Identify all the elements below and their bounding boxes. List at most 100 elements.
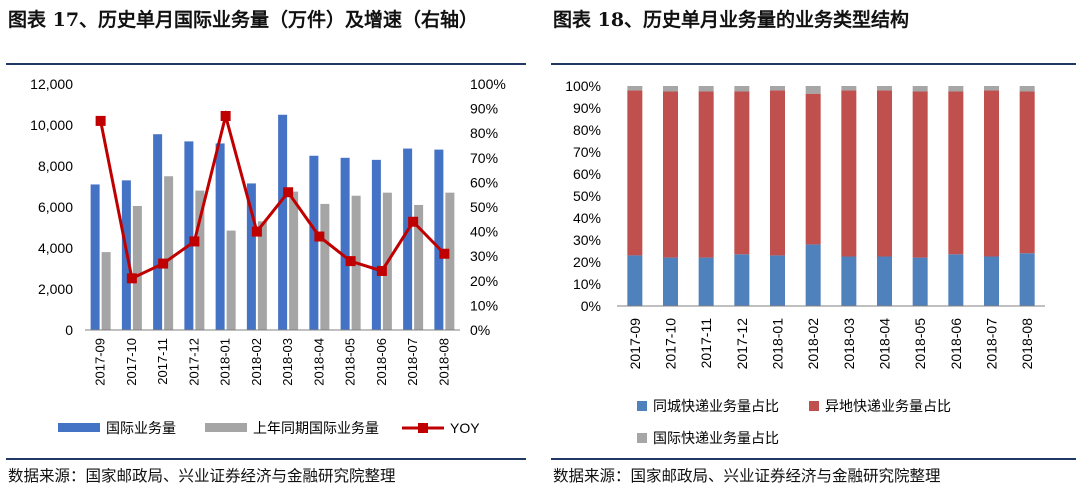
x-tick-label: 2018-04	[877, 318, 893, 370]
bar-same-city-share	[912, 257, 928, 306]
bar-international-share	[770, 86, 785, 91]
y-tick-label: 8,000	[38, 158, 73, 174]
bar-same-city-share	[734, 254, 750, 306]
yoy-line	[99, 110, 446, 281]
bar-prior-year-volume	[289, 191, 299, 330]
bar-prior-year-volume	[195, 190, 205, 330]
bar-prior-year-volume	[164, 176, 174, 330]
left-source-note: 数据来源：国家邮政局、兴业证券经济与金融研究院整理	[8, 467, 396, 485]
bar-same-city-share	[627, 255, 643, 306]
bar-international-share	[841, 86, 857, 91]
bar-international-volume	[278, 114, 288, 330]
bar-intercity-share	[805, 93, 821, 245]
x-tick-label: 2017-09	[627, 318, 643, 370]
bar-international-share	[805, 86, 821, 94]
x-tick-label: 2018-07	[984, 318, 1000, 370]
bar-international-share	[698, 86, 714, 92]
x-tick-label: 2017-12	[734, 318, 750, 370]
bar-same-city-share	[984, 256, 999, 306]
bar-international-volume	[340, 157, 350, 330]
bar-international-volume	[184, 141, 194, 330]
bar-international-volume	[371, 159, 381, 330]
bar-intercity-share	[877, 90, 892, 257]
y-tick-label: 60%	[573, 166, 601, 182]
bar-international-share	[1019, 86, 1035, 92]
bar-international-volume	[309, 155, 319, 330]
x-tick-label: 2018-06	[374, 338, 389, 386]
bar-prior-year-volume	[101, 252, 111, 330]
bar-same-city-share	[877, 256, 892, 306]
x-tick-label: 2017-10	[663, 318, 679, 370]
yoy-point	[95, 115, 106, 126]
x-tick-label: 2017-11	[698, 318, 714, 369]
bar-prior-year-volume	[226, 230, 236, 330]
bar-international-volume	[90, 184, 100, 330]
bar-prior-year-volume	[132, 205, 142, 330]
legend-label-intercity-share: 异地快递业务量占比	[825, 398, 951, 414]
legend-label-yoy: YOY	[450, 420, 480, 436]
legend-marker-yoy	[418, 423, 428, 433]
y-tick-label: 2,000	[38, 281, 73, 297]
bar-intercity-share	[698, 91, 714, 258]
bar-same-city-share	[841, 256, 857, 306]
y2-tick-label: 90%	[470, 101, 498, 117]
y-tick-label: 50%	[573, 188, 601, 204]
bar-intercity-share	[948, 91, 964, 255]
bar-intercity-share	[663, 91, 678, 258]
y2-tick-label: 20%	[470, 273, 498, 289]
x-tick-label: 2017-11	[155, 338, 170, 385]
y-tick-label: 0%	[581, 298, 601, 314]
legend-label-same-city-share: 同城快递业务量占比	[653, 398, 779, 414]
yoy-point	[126, 273, 137, 284]
y-tick-label: 90%	[573, 100, 601, 116]
y-tick-label: 6,000	[38, 199, 73, 215]
x-tick-label: 2017-09	[93, 338, 108, 386]
y-tick-label: 100%	[565, 78, 601, 94]
x-tick-label: 2018-03	[280, 338, 295, 386]
x-tick-label: 2018-05	[912, 318, 928, 370]
y-tick-label: 10,000	[30, 117, 73, 133]
yoy-point	[189, 236, 200, 247]
y-tick-label: 30%	[573, 232, 601, 248]
bar-international-share	[984, 86, 999, 91]
y-tick-label: 0	[65, 322, 73, 338]
x-tick-label: 2018-03	[841, 318, 857, 370]
left-chart: 0 2,000 4,000 6,000 8,000 10,000 12,000 0% 10% 20…	[30, 76, 506, 436]
bar-international-share	[627, 86, 643, 91]
legend-swatch-same-city-share	[637, 401, 647, 411]
bar-international-share	[663, 86, 678, 92]
y2-tick-label: 40%	[470, 224, 498, 240]
y-tick-label: 4,000	[38, 240, 73, 256]
x-tick-label: 2018-02	[805, 318, 821, 370]
x-tick-label: 2018-01	[218, 338, 233, 386]
x-tick-label: 2018-08	[436, 338, 451, 386]
x-tick-label: 2018-02	[249, 338, 264, 386]
bar-international-share	[912, 86, 928, 92]
x-tick-label: 2018-04	[311, 338, 326, 386]
legend-swatch-international-volume	[58, 423, 100, 432]
y-tick-label: 20%	[573, 254, 601, 270]
bar-same-city-share	[663, 257, 678, 306]
x-tick-label: 2018-08	[1019, 318, 1035, 370]
bar-international-volume	[153, 134, 163, 330]
yoy-point	[158, 258, 169, 269]
right-source-note: 数据来源：国家邮政局、兴业证券经济与金融研究院整理	[553, 467, 941, 485]
y-tick-label: 80%	[573, 122, 601, 138]
x-tick-label: 2018-06	[948, 318, 964, 370]
y2-tick-label: 0%	[470, 322, 490, 338]
x-tick-label: 2017-10	[124, 338, 139, 386]
left-chart-title: 图表 17、历史单月国际业务量（万件）及增速（右轴）	[8, 9, 479, 31]
legend-label-prior-year-volume: 上年同期国际业务量	[253, 420, 379, 436]
legend-swatch-intercity-share	[809, 401, 819, 411]
y2-tick-label: 30%	[470, 248, 498, 264]
x-tick-label: 2017-12	[186, 338, 201, 386]
bar-international-volume	[246, 183, 256, 330]
yoy-point	[220, 110, 231, 121]
bar-intercity-share	[627, 90, 643, 256]
y2-tick-label: 70%	[470, 150, 498, 166]
legend-label-international-volume: 国际业务量	[106, 420, 176, 436]
right-title-rule	[551, 63, 1076, 65]
y-tick-label: 70%	[573, 144, 601, 160]
bar-same-city-share	[1019, 253, 1035, 306]
bar-same-city-share	[805, 244, 821, 306]
